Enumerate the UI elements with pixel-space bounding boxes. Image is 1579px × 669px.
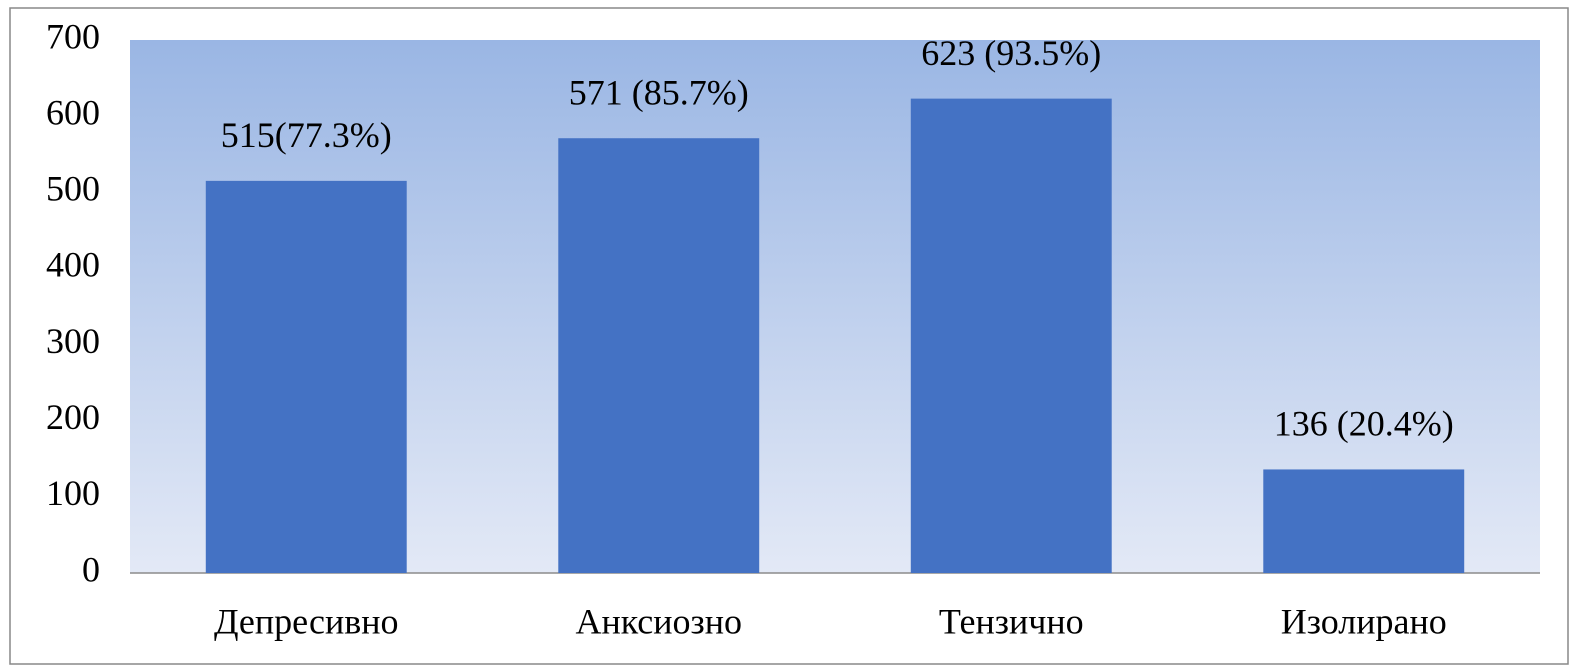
bar xyxy=(910,98,1112,573)
y-tick-label: 500 xyxy=(46,169,100,209)
bar xyxy=(205,180,407,573)
y-tick-label: 700 xyxy=(46,16,100,56)
data-label: 623 (93.5%) xyxy=(921,33,1101,73)
bar xyxy=(558,138,760,573)
y-tick-label: 100 xyxy=(46,473,100,513)
y-tick-label: 600 xyxy=(46,92,100,132)
x-tick-label: Анксиозно xyxy=(575,601,742,641)
y-tick-label: 200 xyxy=(46,397,100,437)
bar xyxy=(1263,469,1465,573)
data-label: 136 (20.4%) xyxy=(1274,404,1454,444)
data-label: 515(77.3%) xyxy=(221,115,392,155)
y-tick-label: 300 xyxy=(46,321,100,361)
x-tick-label: Депресивно xyxy=(214,601,399,641)
x-tick-label: Изолирано xyxy=(1281,601,1447,641)
data-label: 571 (85.7%) xyxy=(569,72,749,112)
x-tick-label: Тензично xyxy=(939,601,1084,641)
y-tick-label: 0 xyxy=(82,549,100,589)
y-tick-label: 400 xyxy=(46,245,100,285)
